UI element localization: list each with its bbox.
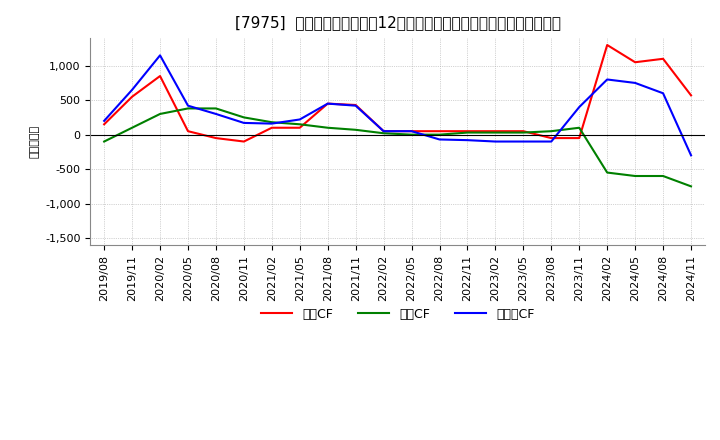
フリーCF [659,91,667,96]
投資CF [463,130,472,135]
投資CF [631,173,639,179]
Legend: 営業CF, 投資CF, フリーCF: 営業CF, 投資CF, フリーCF [256,303,539,326]
フリーCF [100,118,109,124]
投資CF [351,127,360,132]
フリーCF [687,153,696,158]
営業CF [295,125,304,130]
営業CF [127,94,136,99]
フリーCF [379,128,388,134]
投資CF [240,115,248,120]
営業CF [323,101,332,106]
フリーCF [463,138,472,143]
フリーCF [184,103,192,108]
Title: [7975]  キャッシュフローの12か月移動合計の対前年同期増減額の推移: [7975] キャッシュフローの12か月移動合計の対前年同期増減額の推移 [235,15,561,30]
営業CF [100,121,109,127]
フリーCF [547,139,556,144]
営業CF [184,128,192,134]
営業CF [687,93,696,98]
投資CF [323,125,332,130]
営業CF [212,136,220,141]
営業CF [547,136,556,141]
投資CF [603,170,611,175]
フリーCF [491,139,500,144]
投資CF [687,184,696,189]
フリーCF [351,103,360,108]
Line: 営業CF: 営業CF [104,45,691,142]
フリーCF [156,53,164,58]
フリーCF [268,121,276,126]
営業CF [379,128,388,134]
投資CF [156,111,164,117]
フリーCF [212,111,220,117]
投資CF [408,132,416,137]
投資CF [212,106,220,111]
投資CF [435,132,444,137]
営業CF [240,139,248,144]
営業CF [435,128,444,134]
フリーCF [435,137,444,142]
投資CF [295,121,304,127]
投資CF [491,130,500,135]
フリーCF [603,77,611,82]
投資CF [184,106,192,111]
営業CF [575,136,584,141]
Line: 投資CF: 投資CF [104,108,691,187]
投資CF [100,139,109,144]
営業CF [408,128,416,134]
投資CF [127,125,136,130]
投資CF [575,125,584,130]
フリーCF [631,80,639,85]
フリーCF [519,139,528,144]
営業CF [156,73,164,79]
フリーCF [240,120,248,125]
投資CF [379,131,388,136]
営業CF [519,128,528,134]
営業CF [351,103,360,108]
投資CF [659,173,667,179]
営業CF [491,128,500,134]
営業CF [603,42,611,48]
営業CF [631,59,639,65]
フリーCF [575,104,584,110]
フリーCF [408,128,416,134]
投資CF [519,130,528,135]
フリーCF [323,101,332,106]
フリーCF [295,117,304,122]
Line: フリーCF: フリーCF [104,55,691,155]
投資CF [547,128,556,134]
営業CF [659,56,667,62]
営業CF [463,128,472,134]
フリーCF [127,87,136,92]
投資CF [268,120,276,125]
営業CF [268,125,276,130]
Y-axis label: （百万円）: （百万円） [30,125,40,158]
